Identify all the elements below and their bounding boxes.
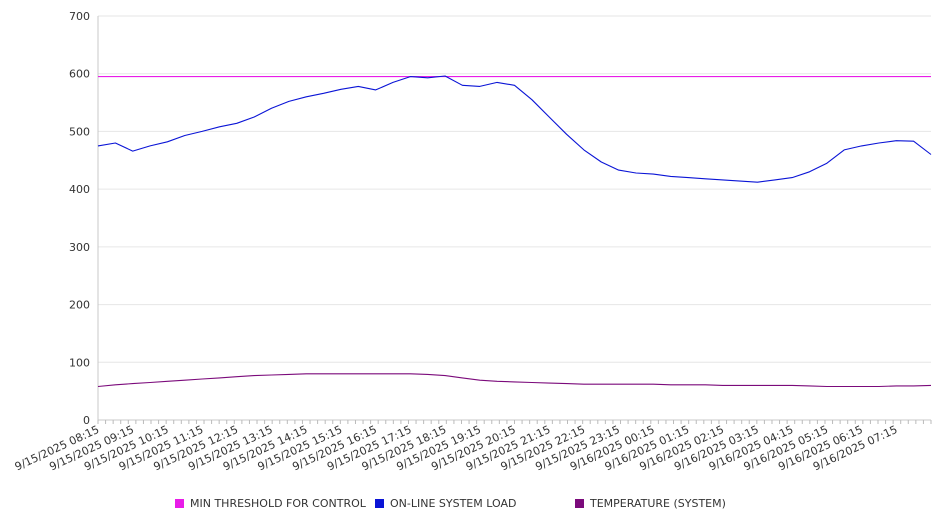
- legend-item-threshold: MIN THRESHOLD FOR CONTROL: [175, 497, 366, 510]
- y-tick-label: 600: [69, 68, 90, 81]
- y-tick-label: 400: [69, 183, 90, 196]
- legend: MIN THRESHOLD FOR CONTROL ON-LINE SYSTEM…: [0, 497, 946, 515]
- legend-label-temperature: TEMPERATURE (SYSTEM): [590, 497, 726, 510]
- y-tick-label: 100: [69, 356, 90, 369]
- y-tick-label: 700: [69, 10, 90, 23]
- series-line-1: [97, 75, 932, 183]
- x-tick-labels: 9/15/2025 08:159/15/2025 09:159/15/2025 …: [13, 423, 900, 473]
- series-line-2: [97, 373, 932, 388]
- legend-item-system-load: ON-LINE SYSTEM LOAD: [375, 497, 516, 510]
- axes: [97, 16, 932, 424]
- y-tick-label: 200: [69, 299, 90, 312]
- legend-swatch-threshold: [175, 499, 184, 508]
- y-tick-label: 500: [69, 125, 90, 138]
- y-tick-label: 0: [83, 414, 90, 427]
- gridlines: [98, 15, 931, 363]
- y-tick-labels: 0 100 200 300 400 500 600 700: [69, 10, 90, 427]
- legend-swatch-system-load: [375, 499, 384, 508]
- y-tick-label: 300: [69, 241, 90, 254]
- series-lines: [97, 75, 932, 388]
- legend-label-system-load: ON-LINE SYSTEM LOAD: [390, 497, 517, 510]
- legend-swatch-temperature: [575, 499, 584, 508]
- legend-label-threshold: MIN THRESHOLD FOR CONTROL: [190, 497, 366, 510]
- legend-item-temperature: TEMPERATURE (SYSTEM): [575, 497, 726, 510]
